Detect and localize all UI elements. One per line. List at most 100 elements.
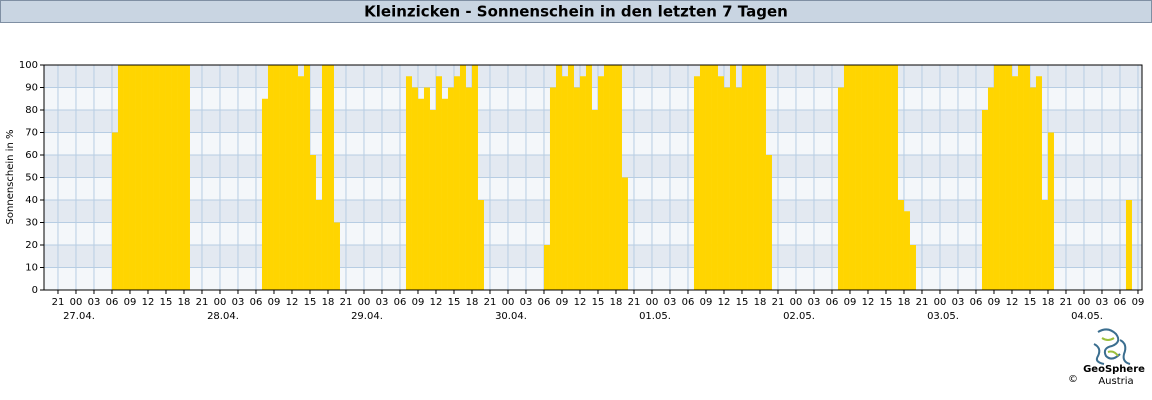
bar <box>135 65 142 290</box>
bar <box>753 65 760 290</box>
bar <box>123 65 130 290</box>
bar <box>1023 65 1030 290</box>
bar <box>285 65 292 290</box>
date-label: 02.05. <box>783 311 815 322</box>
bar <box>747 65 754 290</box>
bar <box>729 65 736 290</box>
x-tick-label: 21 <box>52 297 65 308</box>
x-tick-label: 00 <box>646 297 659 308</box>
bar <box>333 222 340 290</box>
date-label: 28.04. <box>207 311 239 322</box>
bar <box>405 76 412 290</box>
bar <box>597 76 604 290</box>
bar <box>759 65 766 290</box>
bar <box>891 65 898 290</box>
bar <box>1011 76 1018 290</box>
bar <box>111 132 118 290</box>
x-tick-label: 18 <box>322 297 335 308</box>
x-tick-label: 00 <box>502 297 515 308</box>
bar <box>177 65 184 290</box>
y-tick-label: 30 <box>25 218 38 229</box>
x-tick-label: 12 <box>862 297 875 308</box>
bar <box>555 65 562 290</box>
y-tick-label: 60 <box>25 150 38 161</box>
bar <box>171 65 178 290</box>
bar <box>309 155 316 290</box>
bar <box>585 65 592 290</box>
x-tick-label: 06 <box>394 297 407 308</box>
x-tick-label: 12 <box>430 297 443 308</box>
x-tick-label: 00 <box>70 297 83 308</box>
x-tick-label: 03 <box>88 297 101 308</box>
x-tick-label: 03 <box>808 297 821 308</box>
bar <box>723 87 730 290</box>
plot-band <box>44 87 1142 110</box>
x-tick-label: 15 <box>160 297 173 308</box>
bar <box>741 65 748 290</box>
x-tick-label: 12 <box>1006 297 1019 308</box>
x-tick-label: 09 <box>844 297 857 308</box>
bar <box>459 65 466 290</box>
y-tick-label: 50 <box>25 173 38 184</box>
x-tick-label: 03 <box>1096 297 1109 308</box>
x-tick-label: 21 <box>340 297 353 308</box>
y-tick-label: 20 <box>25 240 38 251</box>
x-tick-label: 15 <box>304 297 317 308</box>
x-tick-label: 00 <box>934 297 947 308</box>
bar <box>417 98 424 290</box>
bar <box>837 87 844 290</box>
bar <box>735 87 742 290</box>
bar <box>711 65 718 290</box>
x-tick-label: 09 <box>124 297 137 308</box>
bar <box>549 87 556 290</box>
bar <box>159 65 166 290</box>
bar <box>147 65 154 290</box>
x-tick-label: 18 <box>898 297 911 308</box>
plot-frame <box>43 64 1143 291</box>
bar <box>981 110 988 290</box>
bar <box>567 65 574 290</box>
bar <box>321 65 328 290</box>
bar <box>1029 87 1036 290</box>
x-tick-label: 06 <box>250 297 263 308</box>
bar <box>297 76 304 290</box>
bar <box>855 65 862 290</box>
chart-title: Kleinzicken - Sonnenschein in den letzte… <box>364 3 788 21</box>
y-tick-label: 0 <box>32 285 38 296</box>
date-label: 29.04. <box>351 311 383 322</box>
bar <box>273 65 280 290</box>
plot-band <box>44 65 1142 88</box>
x-tick-label: 12 <box>574 297 587 308</box>
bar <box>987 87 994 290</box>
bar <box>429 110 436 290</box>
bar <box>1017 65 1024 290</box>
y-tick-label: 70 <box>25 128 38 139</box>
x-tick-label: 18 <box>610 297 623 308</box>
bar <box>141 65 148 290</box>
date-label: 27.04. <box>63 311 95 322</box>
bar <box>609 65 616 290</box>
bar <box>183 65 190 290</box>
bar <box>441 98 448 290</box>
y-tick-label: 90 <box>25 83 38 94</box>
bar <box>909 245 916 290</box>
bar <box>993 65 1000 290</box>
bar <box>129 65 136 290</box>
x-tick-label: 18 <box>466 297 479 308</box>
x-tick-label: 21 <box>772 297 785 308</box>
logo: GeoSphere Austria © <box>1068 328 1145 387</box>
bar <box>453 76 460 290</box>
date-label: 03.05. <box>927 311 959 322</box>
x-tick-label: 21 <box>484 297 497 308</box>
bar <box>879 65 886 290</box>
bar <box>411 87 418 290</box>
bar <box>591 110 598 290</box>
bar <box>117 65 124 290</box>
logo-name: GeoSphere <box>1083 364 1145 375</box>
x-tick-label: 15 <box>592 297 605 308</box>
copyright: © <box>1068 374 1078 385</box>
bar <box>561 76 568 290</box>
x-tick-label: 15 <box>736 297 749 308</box>
date-label: 01.05. <box>639 311 671 322</box>
bar <box>717 76 724 290</box>
